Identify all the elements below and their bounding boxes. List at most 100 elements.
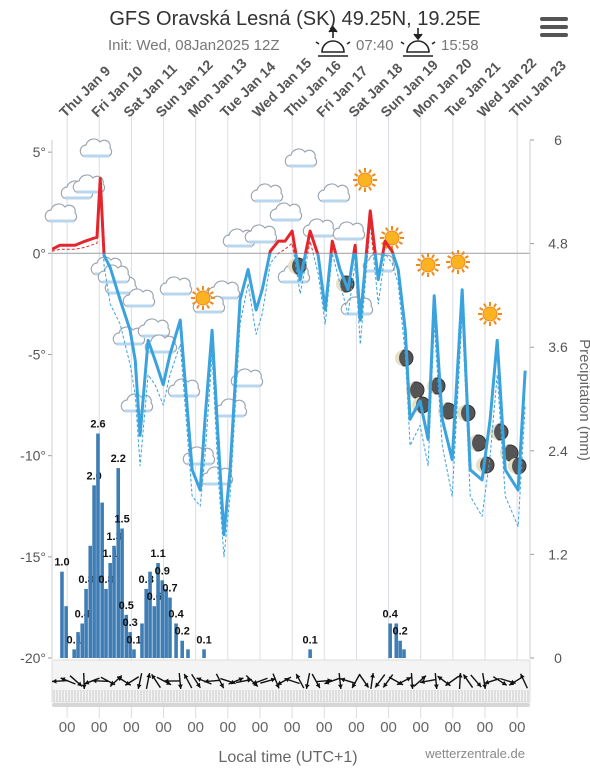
credit: wetterzentrale.de [424,746,525,761]
sun-ray [192,291,197,295]
precip-bar [144,588,148,658]
hour-label: 00 [123,719,140,736]
sun-ray [398,241,403,245]
wind-arrowhead [463,674,468,680]
weather-icon [191,286,215,310]
wind-arrowhead [437,676,443,681]
sun-ray [358,169,362,174]
precip-bar [202,649,206,658]
moon-crescent [457,405,465,421]
precip-label: 0.1 [302,634,317,646]
precip-label: 0.4 [168,608,184,620]
cloud [97,264,131,283]
wind-arrowhead [60,677,66,682]
precip-bar [116,468,121,658]
y-tick-label: 0° [33,245,46,261]
precip-bar [394,623,399,658]
precip-bar [120,528,124,658]
sun-ray [371,173,376,177]
precip-bar [84,588,88,658]
wind-arrowhead [195,682,201,688]
wind-arrowhead [383,682,388,688]
wind-arrowhead [520,673,525,679]
hour-label: 00 [219,719,236,736]
hour-label: 00 [380,719,397,736]
weather-icon [182,446,216,466]
sun-ray [371,183,376,187]
hour-label: 00 [412,719,429,736]
moon-crescent [288,258,296,274]
sun-ray [354,183,359,187]
precip-label: 1.5 [114,514,129,526]
precip-label: 2.2 [111,453,126,465]
y-tick-label: -5° [28,346,46,362]
precip-bar [174,623,178,658]
wind-arrowhead [340,677,346,683]
y-tick-label: -15° [20,549,46,565]
wind-arrowhead [146,673,152,678]
wind-arrowhead [370,673,375,678]
wind-arrowhead [151,674,157,680]
sun-ray [209,291,214,295]
wind-arrowhead [81,684,87,689]
cloud [72,174,106,193]
y2-tick-label: 3.6 [548,339,568,355]
precip-bar [152,606,157,658]
hour-label: 00 [509,719,526,736]
cloud [207,280,241,299]
wind-arrowhead [420,679,425,685]
wind-arrowhead [177,684,183,689]
wind-arrowhead [184,673,189,679]
wind-arrowhead [457,673,463,678]
precip-bar [108,563,112,658]
y2-tick-label: 6 [554,132,562,148]
wind-arrowhead [84,680,90,685]
precip-bar [168,597,172,658]
wind-arrowhead [352,683,357,689]
wind-arrowhead [338,684,343,689]
cloud [244,224,278,243]
weather-icon [395,349,414,367]
wind-arrowhead [125,680,131,686]
cloud [167,378,201,397]
wind-arrowhead [284,677,290,683]
precip-bar [72,649,76,658]
y2-tick-label: 2.4 [548,443,568,459]
y2-tick-label: 4.8 [548,236,568,252]
sun-ray [451,268,455,273]
sun-ray [368,186,372,191]
precip-bar [96,433,100,658]
sun-ray [209,301,214,305]
menu-button[interactable] [540,17,568,37]
precip-label: 0.5 [119,600,134,612]
moon-crescent [508,458,516,474]
y-tick-label: 5° [33,144,46,160]
precip-bar [164,588,168,658]
cloud [182,446,216,465]
hour-label: 00 [284,719,301,736]
sun-ray [421,271,425,276]
precip-bar [124,614,129,658]
sun-ray [493,320,497,325]
sun-ray [196,287,200,292]
precip-bar [100,502,104,658]
weather-icon [159,276,193,296]
sun-ray [398,231,403,235]
precip-label: 0.2 [175,626,190,638]
wind-arrowhead [445,681,451,686]
weather-icon [269,202,303,222]
precip-bar [80,623,85,658]
wind-arrowhead [296,673,301,679]
sunrise-time: 07:40 [356,37,394,54]
sun-ray [196,304,200,309]
sun-ray [479,317,484,321]
sun-ray [368,169,372,174]
sun-ray [496,317,501,321]
precip-bar [64,606,68,658]
hour-label: 00 [348,719,365,736]
cloud [79,138,113,157]
sun-ray [395,227,399,232]
precip-label: 0.1 [126,634,141,646]
sun-ray [461,268,465,273]
precip-bar [88,545,93,658]
